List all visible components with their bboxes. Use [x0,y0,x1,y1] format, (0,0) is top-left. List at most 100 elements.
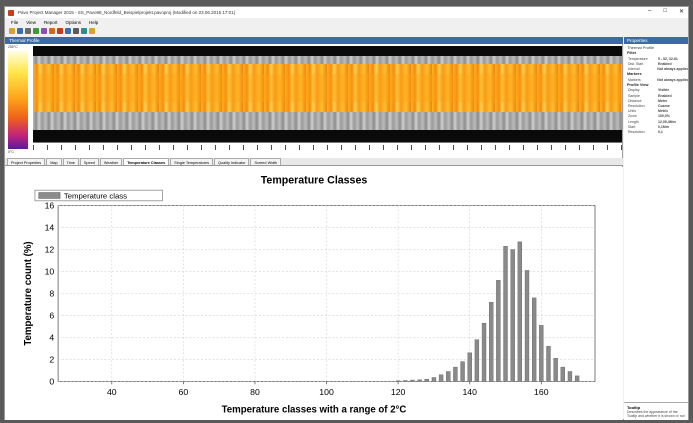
property-row[interactable]: Zoom 100,0% [624,114,688,119]
property-row[interactable]: Length 12,05,4Mm [624,120,688,125]
tab-speed[interactable]: Speed [79,158,99,165]
y-tick-label: 16 [45,201,55,211]
thermal-profile-core [33,74,622,102]
property-value: 0,1Mm [658,124,669,129]
bar-170 [574,375,580,382]
color-scale-panel: 250°C 0°C [6,45,32,157]
print-icon[interactable] [25,28,31,34]
property-value: Enabled [658,93,672,98]
bar-146 [489,302,494,382]
x-tick-label: 160 [534,387,549,397]
property-value: 100,0% [658,114,670,119]
close-button[interactable]: ✕ [678,9,684,15]
x-tick-label: 60 [179,387,189,397]
application-window: Pavo Project Manager 2015 - SS_Pavo98_No… [4,6,689,420]
camera-icon[interactable] [41,28,47,34]
distance-ruler[interactable] [33,142,622,154]
tab-single-temperatures[interactable]: Single Temperatures [170,158,214,165]
tab-quality-indicator[interactable]: Quality Indicator [214,158,250,165]
pen-icon[interactable] [73,28,79,34]
color-scale-bar[interactable] [8,51,28,149]
bar-154 [517,241,522,382]
tab-weather[interactable]: Weather [99,158,123,165]
description-title: Tooltip [627,405,641,410]
tab-time[interactable]: Time [62,158,79,165]
filter-icon[interactable] [57,28,63,34]
property-row[interactable]: Temperature 5 - 52, 32-61 [624,57,688,62]
help-icon[interactable] [89,28,95,34]
menu-options[interactable]: Options [65,19,81,25]
minimize-button[interactable]: – [648,8,652,14]
x-tick-label: 140 [462,387,477,397]
bar-156 [524,270,530,382]
property-key: Units [628,109,636,114]
bar-132 [438,374,444,382]
property-row[interactable]: Start 0,1Mm [624,125,688,130]
property-key: Sample [628,93,640,98]
properties-title: Thermal Profile [627,45,655,50]
menu-bar: File View Report Options Help [5,18,98,26]
property-description: Tooltip Describes the appearance of the … [624,402,688,420]
chart-icon[interactable] [33,28,39,34]
property-key: Zoom [628,114,637,119]
settings-icon[interactable] [81,28,87,34]
property-section[interactable]: Filter [627,51,637,55]
menu-view[interactable]: View [26,19,36,25]
bar-164 [553,358,558,382]
toolbar [5,26,95,36]
property-row[interactable]: Markers Not always applied [624,78,688,83]
property-row[interactable]: Resolution 0,1 [624,130,688,135]
property-section[interactable]: Profile View [627,82,649,87]
report-icon[interactable] [65,28,71,34]
property-key: Resolution [628,103,645,108]
bar-128 [424,378,429,382]
property-section[interactable]: Markers [627,72,642,77]
properties-header: Properties [624,37,688,44]
bar-130 [431,377,437,382]
tab-temperature-classes[interactable]: Temperature Classes [123,158,170,165]
bar-126 [417,379,422,382]
property-row[interactable]: Distance Meter [624,99,688,104]
menu-file[interactable]: File [11,19,19,25]
menu-help[interactable]: Help [88,19,99,25]
y-tick-label: 14 [45,222,55,232]
property-row[interactable]: Dist. Start Enabled [624,62,688,67]
tab-map[interactable]: Map [46,158,62,165]
scale-min-label: 0°C [8,150,14,154]
main-pane: Thermal Profile 250°C 0°C Project Proper… [5,37,623,420]
thermal-profile-image[interactable] [33,46,622,154]
maximize-button[interactable]: □ [663,8,667,14]
legend-swatch [38,192,61,199]
property-row[interactable]: Resolution Coarse [624,104,688,109]
thermal-profile-header: Thermal Profile [5,37,623,44]
export-icon[interactable] [49,28,55,34]
property-row[interactable]: Sample Enabled [624,94,688,99]
bar-168 [567,371,573,382]
property-value: 5 - 52, 32-61 [658,56,678,61]
property-row[interactable]: Interval Not always applied [624,67,688,72]
bar-152 [510,249,515,382]
properties-list: Filter Temperature 5 - 52, 32-61 Dist. Star… [624,51,688,135]
bar-122 [403,380,408,382]
property-row[interactable]: Units Metric [624,109,688,114]
menu-report[interactable]: Report [43,19,58,25]
bar-158 [531,297,537,382]
tab-project-properties[interactable]: Project Properties [7,158,46,165]
x-tick-label: 40 [107,387,117,397]
save-icon[interactable] [17,28,23,34]
temperature-classes-chart: Temperature Classes Temperature class 0 2 4 6… [23,174,596,415]
properties-pane: Properties Thermal Profile Filter Tempera… [624,37,688,420]
chart-title: Temperature Classes [261,174,368,186]
tab-screed-width[interactable]: Screed Width [250,158,282,165]
property-key: Length [628,119,639,124]
property-key: Distance [628,98,642,103]
x-tick-label: 100 [319,387,334,397]
x-axis-label: Temperature classes with a range of 2°C [222,404,407,415]
title-bar: Pavo Project Manager 2015 - SS_Pavo98_No… [5,7,688,18]
property-row[interactable]: Display Visible [624,88,688,93]
open-icon[interactable] [9,28,15,34]
y-tick-label: 12 [45,244,55,254]
bar-166 [560,366,565,382]
scale-max-label: 250°C [8,45,18,49]
bar-144 [481,322,487,382]
